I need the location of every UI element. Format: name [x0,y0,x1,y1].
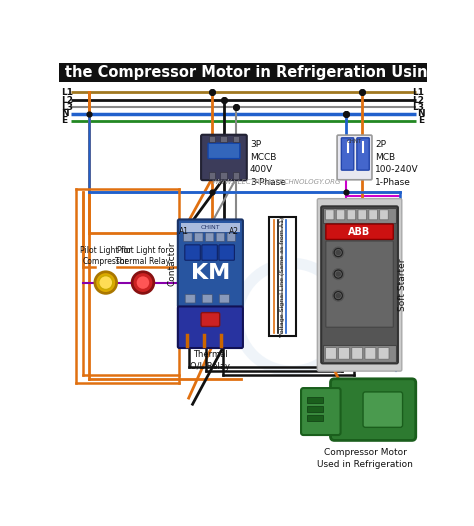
FancyBboxPatch shape [321,206,398,363]
Circle shape [333,247,344,258]
FancyBboxPatch shape [330,379,416,440]
FancyBboxPatch shape [337,210,345,220]
Bar [233,136,239,143]
Circle shape [335,249,341,256]
Text: How to Control the Compressor Motor in Refrigeration Using Soft Starter?: How to Control the Compressor Motor in R… [0,65,474,80]
Bar [268,217,296,337]
Circle shape [99,276,113,289]
Bar [307,415,323,421]
FancyBboxPatch shape [326,224,393,239]
Bar [209,136,215,143]
Text: Soft Starter: Soft Starter [398,259,407,311]
Text: A2: A2 [228,227,238,236]
FancyBboxPatch shape [357,138,369,170]
FancyBboxPatch shape [201,312,219,327]
Text: 2P
MCB
100-240V
1-Phase: 2P MCB 100-240V 1-Phase [375,140,419,187]
Text: 3P
MCCB
400V
3-Phase: 3P MCCB 400V 3-Phase [250,140,286,187]
Text: L3: L3 [62,103,73,112]
FancyBboxPatch shape [202,295,212,303]
Text: E: E [62,116,68,125]
Text: ABB: ABB [348,227,371,237]
Bar [323,208,396,223]
Text: L1: L1 [62,88,73,97]
Text: Contactor: Contactor [167,241,176,286]
FancyBboxPatch shape [205,233,214,241]
Text: N: N [417,109,424,118]
Bar [220,136,227,143]
FancyBboxPatch shape [337,135,372,180]
Circle shape [132,272,154,294]
Text: Compressor Motor
Used in Refrigeration: Compressor Motor Used in Refrigeration [318,448,413,469]
Bar [307,406,323,412]
Text: CHNT: CHNT [347,139,362,144]
Text: L1: L1 [412,88,424,97]
FancyBboxPatch shape [201,135,247,180]
FancyBboxPatch shape [178,307,243,348]
FancyBboxPatch shape [301,388,341,435]
FancyBboxPatch shape [326,241,393,327]
FancyBboxPatch shape [227,233,236,241]
Text: A1: A1 [179,227,189,236]
FancyBboxPatch shape [326,210,334,220]
Circle shape [136,276,150,289]
FancyBboxPatch shape [178,219,243,307]
Text: L3: L3 [412,103,424,112]
FancyBboxPatch shape [185,295,195,303]
FancyBboxPatch shape [326,348,337,359]
FancyBboxPatch shape [183,233,192,241]
Bar [209,173,215,179]
Bar [181,222,240,232]
Text: N: N [62,109,69,118]
FancyBboxPatch shape [317,199,402,371]
Circle shape [335,271,341,277]
FancyBboxPatch shape [358,210,366,220]
Text: Pilot Light for
Compressor: Pilot Light for Compressor [80,246,131,266]
Bar [59,63,427,82]
FancyBboxPatch shape [338,348,349,359]
Text: Pilot Light for
Thermal Relay: Pilot Light for Thermal Relay [115,246,171,266]
Text: L2: L2 [412,96,424,105]
FancyBboxPatch shape [185,245,201,260]
Text: E: E [418,116,424,125]
Text: L2: L2 [62,96,73,105]
FancyBboxPatch shape [378,348,389,359]
Bar [233,173,239,179]
FancyBboxPatch shape [380,210,388,220]
FancyBboxPatch shape [219,295,229,303]
Circle shape [333,290,344,301]
Bar [307,397,323,403]
Circle shape [335,292,341,299]
FancyBboxPatch shape [363,392,402,427]
FancyBboxPatch shape [347,210,356,220]
FancyBboxPatch shape [202,245,218,260]
FancyBboxPatch shape [194,233,203,241]
FancyBboxPatch shape [369,210,377,220]
FancyBboxPatch shape [365,348,376,359]
FancyBboxPatch shape [219,245,235,260]
Text: CHINT: CHINT [201,225,220,230]
FancyBboxPatch shape [341,138,354,170]
Bar [220,173,227,179]
Circle shape [95,272,117,294]
Text: KM: KM [191,264,230,284]
Text: WWW.ELECTRICALTECHNOLOGY.ORG: WWW.ELECTRICALTECHNOLOGY.ORG [211,179,341,186]
Text: Thermal
O/L Relay: Thermal O/L Relay [191,350,230,371]
FancyBboxPatch shape [352,348,363,359]
Circle shape [333,269,344,279]
FancyBboxPatch shape [216,233,225,241]
Bar [323,345,396,362]
Text: Voltage Signal Line (Same as from A1): Voltage Signal Line (Same as from A1) [280,217,284,337]
FancyBboxPatch shape [208,143,240,159]
